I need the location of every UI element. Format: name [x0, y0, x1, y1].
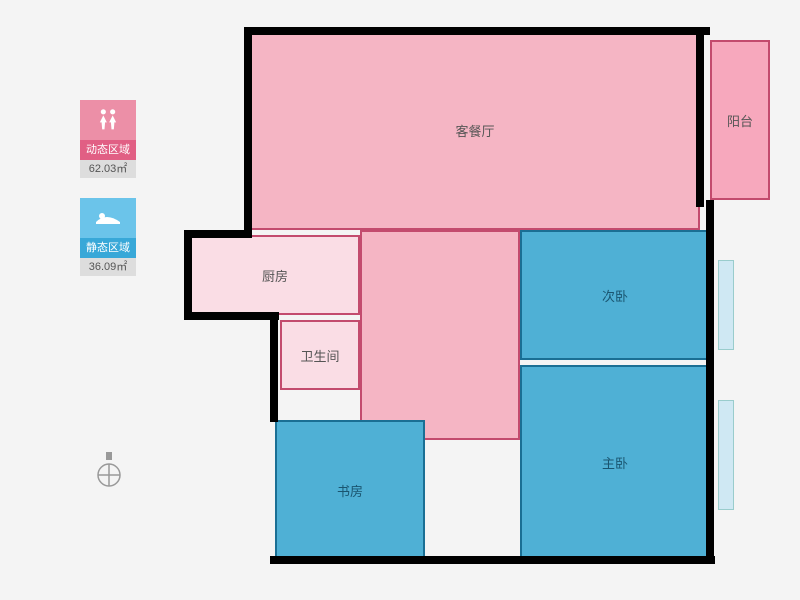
- room-sec-bed-label: 次卧: [602, 286, 628, 305]
- room-bath-label: 卫生间: [300, 346, 339, 365]
- people-icon: [80, 100, 136, 140]
- wall-seg: [184, 312, 279, 320]
- legend-static-label: 静态区域: [80, 238, 136, 258]
- room-living: 客餐厅: [250, 30, 700, 230]
- wall-seg: [244, 27, 252, 237]
- sleep-icon: [80, 198, 136, 238]
- room-living-label: 客餐厅: [455, 121, 494, 140]
- room-kitchen-label: 厨房: [262, 266, 288, 285]
- room-bath: 卫生间: [280, 320, 360, 390]
- legend-dynamic: 动态区域 62.03㎡: [80, 100, 136, 178]
- room-master-label: 主卧: [602, 453, 628, 472]
- wall-seg: [270, 312, 278, 422]
- window-strip: [718, 260, 734, 350]
- room-sec-bed: 次卧: [520, 230, 710, 360]
- compass-icon: [94, 450, 124, 495]
- room-living-ext: [360, 230, 520, 440]
- legend-dynamic-label: 动态区域: [80, 140, 136, 160]
- room-balcony-label: 阳台: [727, 111, 753, 130]
- room-study: 书房: [275, 420, 425, 560]
- legend-dynamic-value: 62.03㎡: [80, 160, 136, 178]
- legend-static-value: 36.09㎡: [80, 258, 136, 276]
- wall-seg: [184, 230, 192, 320]
- room-kitchen: 厨房: [190, 235, 360, 315]
- room-master: 主卧: [520, 365, 710, 560]
- room-balcony: 阳台: [710, 40, 770, 200]
- wall-seg: [184, 230, 252, 238]
- legend-static: 静态区域 36.09㎡: [80, 198, 136, 276]
- wall-seg: [696, 27, 704, 207]
- wall-seg: [250, 27, 710, 35]
- room-study-label: 书房: [337, 481, 363, 500]
- legend-panel: 动态区域 62.03㎡ 静态区域 36.09㎡: [80, 100, 136, 296]
- floorplan: 客餐厅 阳台 厨房 卫生间 次卧 主卧 书房: [180, 20, 780, 580]
- wall-seg: [270, 556, 715, 564]
- wall-seg: [706, 200, 714, 564]
- window-strip: [718, 400, 734, 510]
